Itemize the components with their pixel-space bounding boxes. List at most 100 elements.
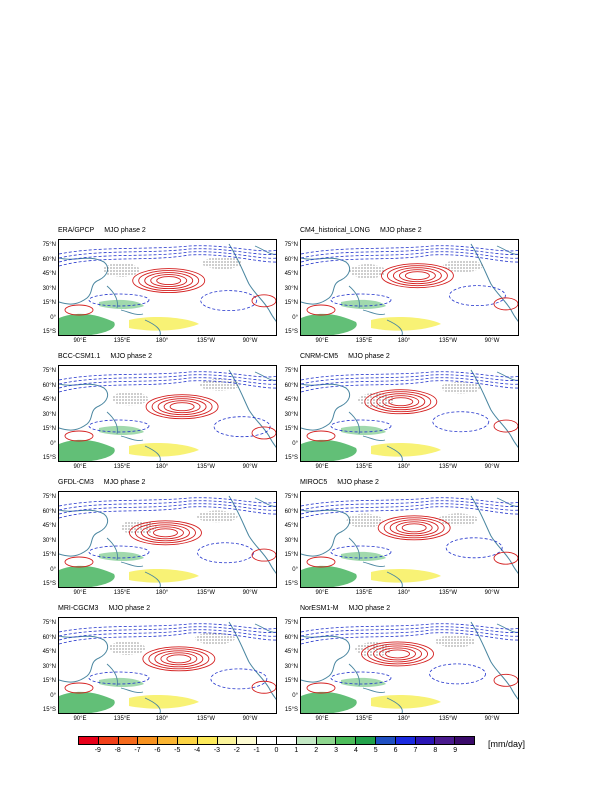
latitude-tick-label: 15°N [284,552,298,558]
map-canvas [59,369,276,461]
latitude-tick-label: 60°N [284,509,298,515]
colorbar-units: [mm/day] [488,739,526,749]
longitude-tick-label: 180° [397,338,411,344]
colorbar-swatch [197,737,218,744]
colorbar-swatch [415,737,436,744]
longitude-tick-label: 135°W [438,338,458,344]
latitude-tick-label: 75°N [42,368,56,374]
latitude-tick-label: 0° [50,315,56,321]
latitude-tick-label: 15°S [42,581,56,587]
latitude-tick-label: 30°N [284,538,298,544]
phase-label: MJO phase 2 [337,479,379,486]
colorbar-tick-label: 0 [274,747,279,754]
latitude-tick-label: 75°N [42,494,56,500]
map-plot [300,239,519,336]
map-canvas [59,243,276,335]
latitude-tick-label: 75°N [42,620,56,626]
latitude-tick-label: 60°N [42,257,56,263]
longitude-tick-label: 180° [155,590,169,596]
latitude-tick-label: 60°N [284,635,298,641]
panel-title: MRI-CGCM3 MJO phase 2 [58,605,150,612]
latitude-tick-label: 30°N [42,538,56,544]
longitude-tick-label: 135°E [355,464,373,470]
longitude-tick-label: 135°E [113,716,131,722]
longitude-tick-label: 90°E [315,338,329,344]
colorbar-swatch [375,737,396,744]
map-canvas [301,495,518,587]
longitude-tick-label: 90°E [315,590,329,596]
colorbar-swatch [395,737,416,744]
phase-label: MJO phase 2 [348,353,390,360]
latitude-tick-label: 15°S [42,707,56,713]
phase-label: MJO phase 2 [104,227,146,234]
latitude-tick-label: 15°N [284,678,298,684]
colorbar-swatch [455,737,474,744]
map-panel: MRI-CGCM3 MJO phase 2 75°N 60°N 45°N 30°N 15°N… [43,605,277,722]
colorbar-swatch [316,737,337,744]
longitude-tick-label: 90°W [242,716,258,722]
map-plot [58,617,277,714]
longitude-tick-label: 90°E [73,590,87,596]
longitude-tick-label: 135°W [438,590,458,596]
colorbar-swatch [296,737,317,744]
colorbar-tick-label: -2 [233,747,240,754]
longitude-tick-label: 135°W [438,716,458,722]
latitude-tick-label: 60°N [42,383,56,389]
latitude-tick-label: 75°N [284,368,298,374]
latitude-tick-label: 45°N [284,397,298,403]
colorbar-tick-label: -9 [94,747,101,754]
colorbar-tick-label: 5 [373,747,378,754]
longitude-tick-label: 90°W [484,338,500,344]
latitude-tick-label: 0° [50,693,56,699]
longitude-tick-label: 135°E [113,338,131,344]
longitude-tick-label: 135°E [355,590,373,596]
latitude-tick-label: 75°N [284,620,298,626]
longitude-tick-label: 90°E [73,716,87,722]
longitude-tick-label: 180° [155,338,169,344]
colorbar-swatch [237,737,258,744]
phase-label: MJO phase 2 [110,353,153,360]
longitude-tick-label: 90°E [315,464,329,470]
panel-title: NorESM1-M MJO phase 2 [300,605,390,612]
latitude-tick-label: 15°S [42,455,56,461]
longitude-tick-label: 135°W [196,590,216,596]
latitude-tick-label: 45°N [42,649,56,655]
latitude-tick-label: 15°S [284,707,298,713]
latitude-tick-label: 45°N [42,523,56,529]
longitude-tick-label: 90°E [73,338,87,344]
longitude-tick-label: 180° [397,716,411,722]
longitude-tick-label: 90°W [484,716,500,722]
phase-label: MJO phase 2 [108,605,151,612]
panel-title: ERA/GPCP MJO phase 2 [58,227,146,234]
latitude-tick-label: 75°N [284,242,298,248]
colorbar-tick-label: -3 [213,747,221,754]
colorbar [78,736,475,745]
colorbar-swatch [118,737,139,744]
latitude-tick-label: 15°S [42,329,56,335]
latitude-tick-label: 0° [50,567,56,573]
model-name: MIROC5 [300,479,328,486]
longitude-tick-label: 90°W [242,590,258,596]
map-plot [300,617,519,714]
longitude-tick-label: 90°E [73,464,87,470]
panel-title: MIROC5 MJO phase 2 [300,479,379,486]
longitude-tick-label: 135°E [355,338,373,344]
colorbar-swatch [257,737,277,744]
latitude-tick-label: 45°N [42,397,56,403]
colorbar-tick-label: -4 [193,747,201,754]
colorbar-tick-label: 7 [413,747,418,754]
colorbar-tick-label: -1 [253,747,260,754]
latitude-tick-label: 15°N [42,300,56,306]
longitude-tick-label: 135°E [355,716,373,722]
colorbar-tick-label: -8 [114,747,121,754]
colorbar-swatch [356,737,376,744]
latitude-tick-label: 30°N [284,286,298,292]
latitude-tick-label: 15°N [284,300,298,306]
latitude-tick-label: 30°N [42,286,56,292]
latitude-tick-label: 15°N [42,552,56,558]
model-name: GFDL-CM3 [58,479,94,486]
colorbar-tick-label: 2 [314,747,319,754]
latitude-tick-label: 30°N [284,664,298,670]
colorbar-swatch [98,737,119,744]
longitude-tick-label: 135°W [196,716,216,722]
